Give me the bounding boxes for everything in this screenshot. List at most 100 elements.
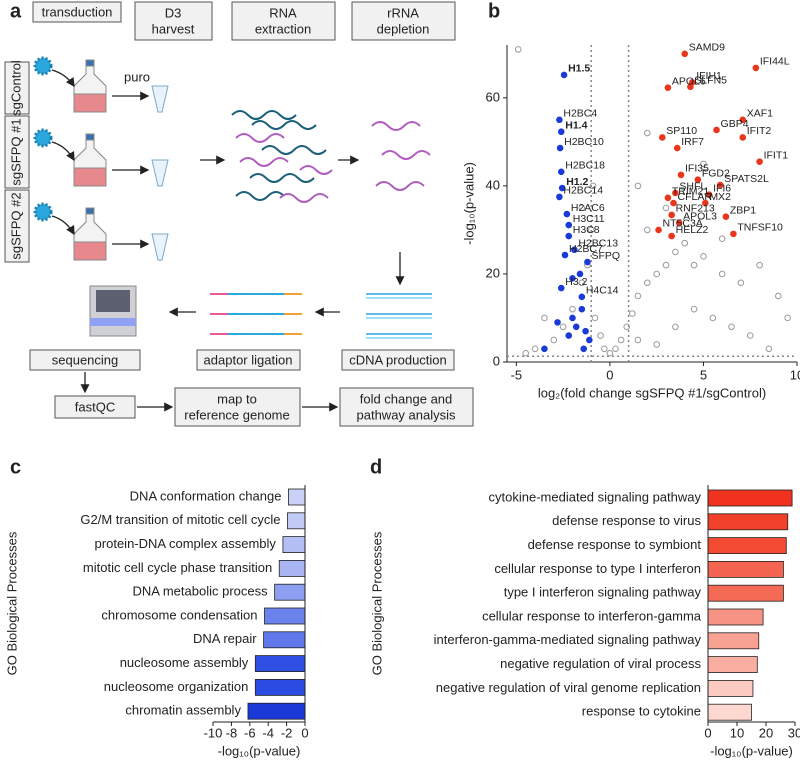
- point: [565, 332, 573, 339]
- point: [634, 292, 642, 300]
- step-label: pathway analysis: [357, 407, 456, 422]
- point-label: H2BC4: [563, 108, 597, 120]
- bar: [707, 584, 784, 602]
- condition-label: sgSFPQ #2: [8, 192, 23, 259]
- step-label: fold change and: [360, 391, 453, 406]
- point: [556, 144, 564, 152]
- category-label: nucleosome assembly: [120, 655, 249, 670]
- point: [578, 204, 586, 212]
- point: [653, 270, 660, 278]
- point: [774, 292, 782, 300]
- point: [541, 314, 548, 322]
- point: [634, 182, 642, 190]
- step-box: [196, 349, 301, 371]
- step-label: sequencing: [52, 352, 119, 367]
- point: [558, 184, 566, 192]
- point: [718, 270, 726, 278]
- point: [576, 270, 584, 278]
- bar: [707, 489, 793, 507]
- point-label: FGD2: [702, 168, 730, 180]
- condition-label: sgSFPQ #1: [8, 118, 23, 185]
- step-label: D3: [165, 5, 182, 20]
- point: [739, 116, 747, 124]
- point: [557, 128, 565, 136]
- step-box: [341, 349, 455, 371]
- point: [623, 323, 631, 331]
- point-label: H2BC10: [564, 136, 604, 148]
- bar: [278, 560, 306, 577]
- bar: [707, 632, 760, 650]
- point-label: IFI6: [713, 182, 731, 194]
- y-tick-label: 20: [486, 265, 500, 280]
- condition-box: [4, 61, 30, 115]
- point: [655, 226, 662, 234]
- step-label: reference genome: [184, 407, 290, 422]
- point: [700, 160, 707, 168]
- point-label: IFI44L: [760, 56, 790, 68]
- panel-label: a: [10, 0, 22, 22]
- bar: [247, 702, 306, 720]
- point: [730, 230, 737, 238]
- step-box: [54, 395, 136, 419]
- bar: [254, 679, 306, 696]
- point: [662, 261, 670, 269]
- category-label: cytokine-mediated signaling pathway: [489, 489, 702, 504]
- point: [556, 193, 563, 201]
- point: [612, 345, 619, 353]
- point-label: IFIT2: [747, 125, 772, 137]
- step-label: depletion: [377, 21, 430, 36]
- point-label: SLFN5: [694, 75, 727, 87]
- panel-label: d: [370, 456, 382, 478]
- point: [606, 349, 614, 357]
- point: [664, 194, 672, 202]
- point: [550, 336, 558, 344]
- cdna: [366, 293, 432, 339]
- point-label: XAF1: [747, 108, 773, 120]
- rna-strands: [231, 110, 431, 203]
- y-axis-label: -log₁₀(p-value): [461, 162, 476, 245]
- point: [591, 314, 599, 322]
- condition-label: sgControl: [8, 60, 23, 116]
- bar: [287, 512, 306, 530]
- category-label: DNA conformation change: [130, 488, 282, 503]
- category-label: interferon-gamma-mediated signaling path…: [434, 632, 702, 647]
- x-tick-label: 10: [790, 367, 800, 382]
- bar: [264, 607, 306, 625]
- point-label: TNFSF10: [737, 222, 783, 234]
- point: [672, 189, 679, 197]
- point: [584, 258, 591, 266]
- point-label: APOL3: [683, 211, 717, 223]
- selection-label: puro: [124, 69, 150, 84]
- point-label: H2BC18: [565, 160, 605, 172]
- point: [531, 345, 539, 353]
- point: [586, 336, 593, 344]
- point: [662, 204, 670, 212]
- x-axis-label: -log₁₀(p-value): [218, 743, 301, 758]
- point: [752, 64, 760, 72]
- point: [677, 171, 685, 179]
- point: [784, 314, 791, 322]
- category-label: defense response to virus: [552, 513, 701, 528]
- x-tick-label: 20: [759, 725, 773, 740]
- bar: [263, 631, 306, 649]
- x-axis-label: -log₁₀(p-value): [710, 743, 793, 758]
- point-label: IRF7: [681, 136, 704, 148]
- step-box: [32, 1, 122, 23]
- point: [522, 349, 530, 357]
- step-box: [339, 387, 474, 427]
- point: [664, 84, 672, 92]
- point-label: H1.4: [565, 120, 587, 132]
- x-tick-label: 30: [788, 725, 800, 740]
- step-label: map to: [217, 391, 257, 406]
- point-label: IFIT1: [764, 149, 789, 161]
- point: [565, 232, 573, 240]
- point: [737, 279, 745, 287]
- point: [644, 129, 651, 137]
- point-label: NT5C3A: [663, 218, 703, 230]
- point: [514, 46, 522, 53]
- flasks: [73, 59, 107, 261]
- point-label: H1.5: [568, 63, 590, 75]
- point: [739, 134, 747, 141]
- condition-box: [4, 115, 30, 189]
